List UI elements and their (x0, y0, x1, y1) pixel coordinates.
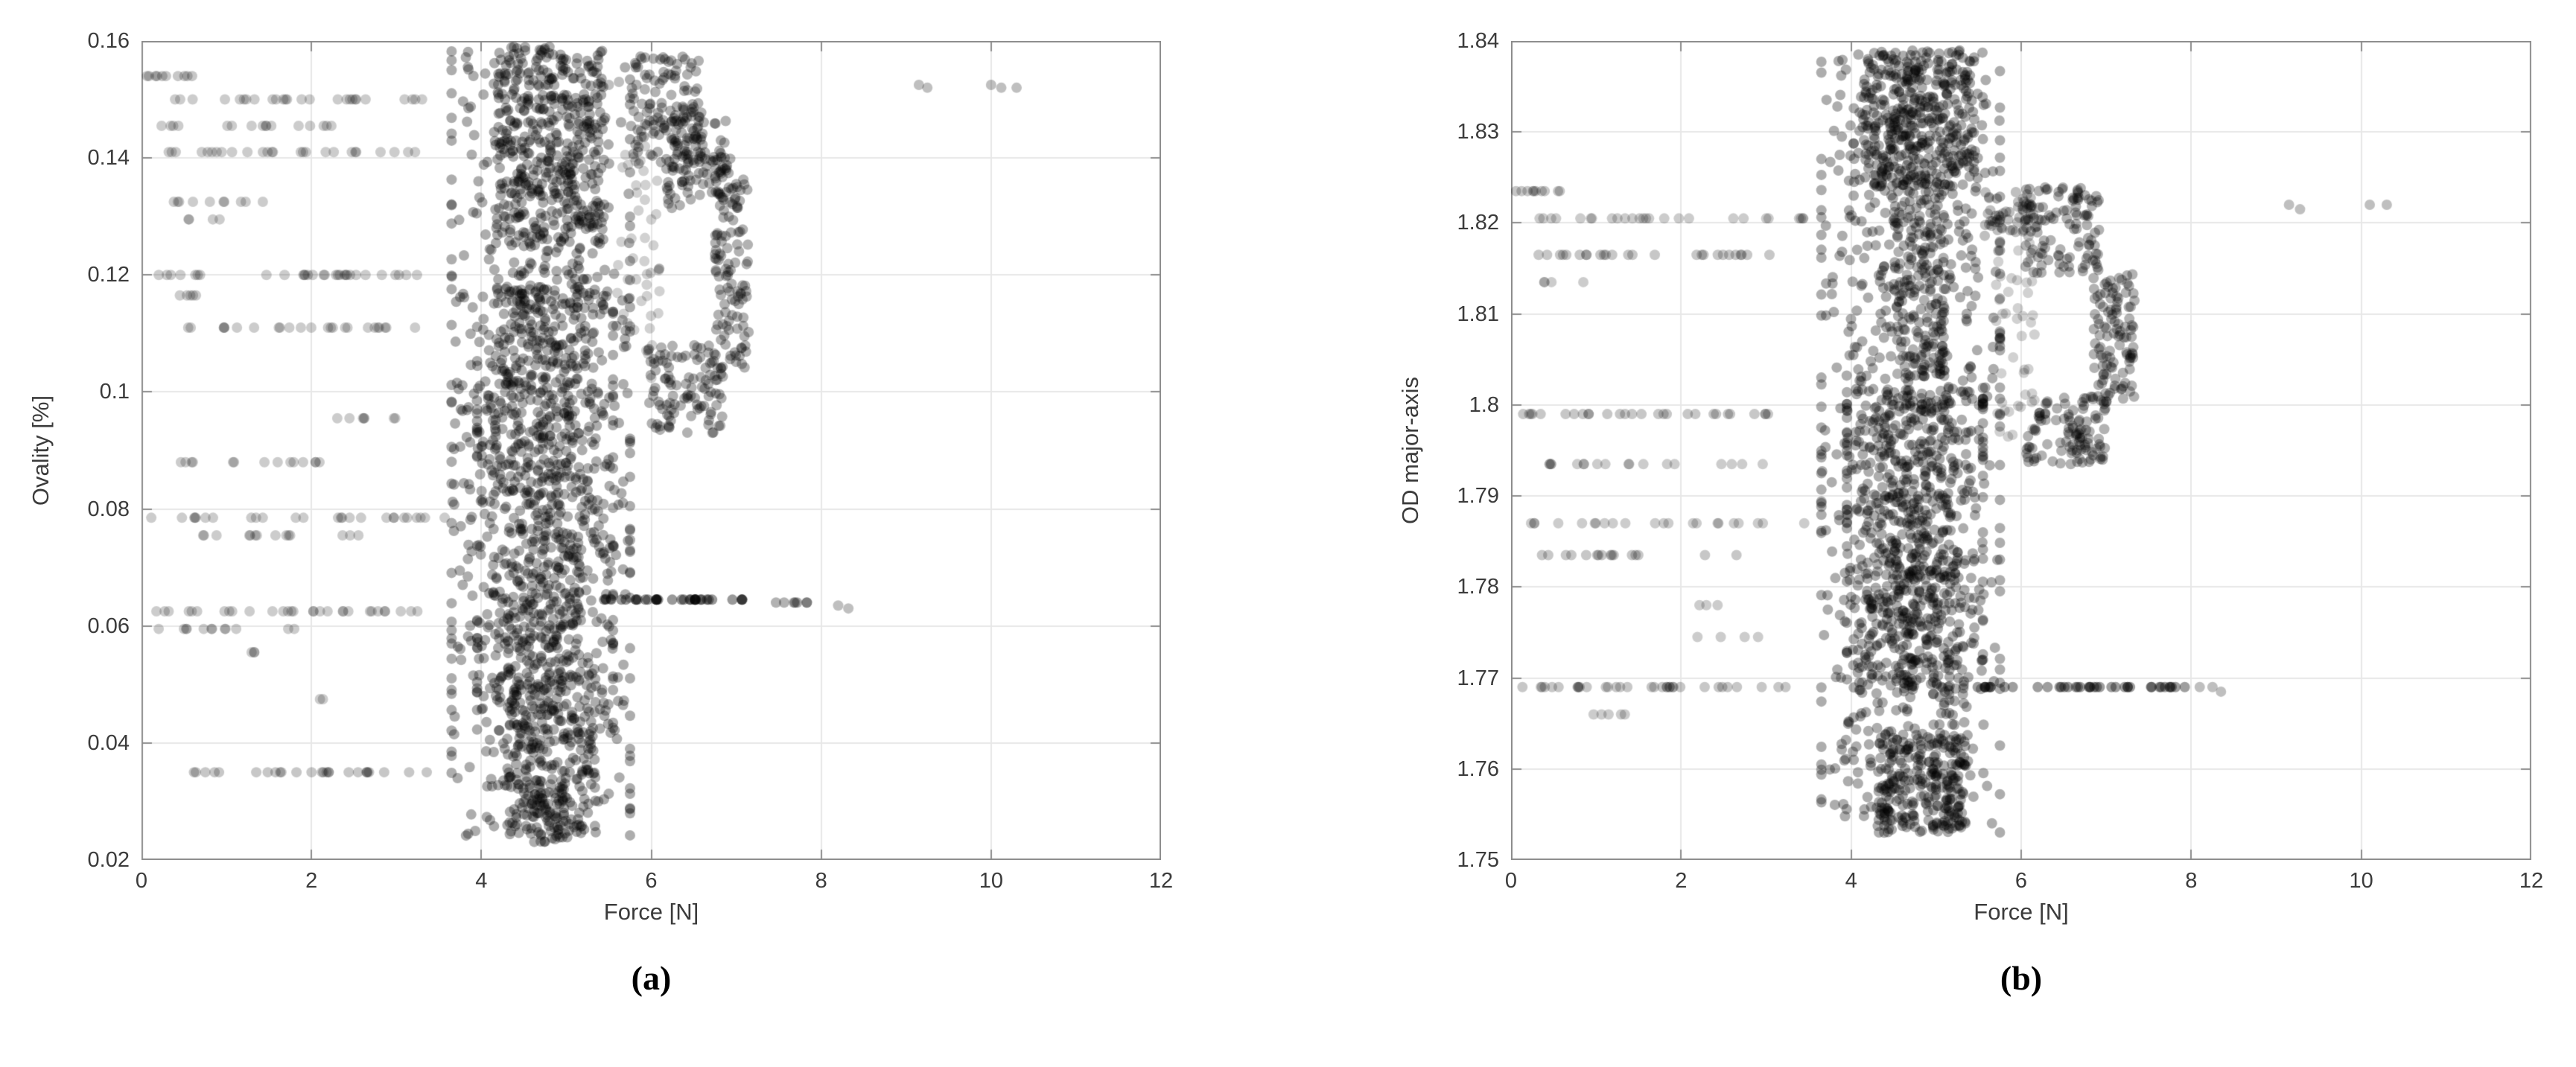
y-tick-label: 1.79 (1457, 484, 1499, 509)
x-tick-label: 12 (2519, 869, 2544, 893)
y-tick-label: 0.08 (87, 497, 130, 521)
y-tick-label: 1.76 (1457, 757, 1499, 781)
y-tick-label: 0.06 (87, 614, 130, 638)
y-axis-label-a: Ovality [%] (28, 395, 54, 506)
x-tick-label: 12 (1148, 869, 1174, 893)
panel-caption-b: (b) (2000, 959, 2043, 997)
x-tick-label: 4 (1845, 869, 1857, 893)
y-tick-label: 1.8 (1469, 392, 1499, 417)
y-tick-label: 0.04 (87, 730, 130, 755)
x-tick-label: 6 (645, 869, 658, 893)
scatter-plot-canvas-a (141, 41, 1161, 860)
panel-b: OD major-axis Force [N] (b) 0 2 4 6 8 10 12 1.7… (1288, 0, 2575, 1067)
y-tick-label: 1.75 (1457, 848, 1499, 872)
x-tick-label: 0 (135, 869, 148, 893)
panel-a: Ovality [%] Force [N] (a) 0 2 4 6 8 10 12 0.02 0… (28, 29, 1174, 997)
x-tick-label: 8 (2185, 869, 2198, 893)
y-tick-label: 1.84 (1457, 29, 1499, 53)
x-tick-label: 2 (305, 869, 318, 893)
y-tick-label: 1.82 (1457, 211, 1499, 235)
y-tick-label: 1.83 (1457, 120, 1499, 144)
y-tick-label: 0.12 (87, 263, 130, 287)
y-tick-label: 0.14 (87, 146, 130, 171)
x-tick-label: 6 (2014, 869, 2028, 893)
x-axis-label-b: Force [N] (1974, 899, 2069, 925)
x-tick-label: 10 (2349, 869, 2373, 893)
x-axis-label-a: Force [N] (603, 899, 699, 925)
x-tick-label: 0 (1504, 869, 1518, 893)
y-tick-label: 0.02 (87, 848, 130, 872)
y-tick-label: 0.1 (99, 380, 130, 404)
panel-caption-a: (a) (631, 959, 672, 997)
x-tick-label: 4 (475, 869, 488, 893)
x-tick-label: 8 (815, 869, 827, 893)
scatter-plot-canvas-b (1511, 41, 2531, 860)
y-tick-label: 1.81 (1457, 302, 1499, 326)
x-tick-label: 2 (1675, 869, 1688, 893)
x-tick-label: 10 (979, 869, 1003, 893)
y-tick-label: 0.16 (87, 29, 130, 53)
y-tick-label: 1.77 (1457, 666, 1499, 690)
y-tick-label: 1.78 (1457, 575, 1499, 599)
